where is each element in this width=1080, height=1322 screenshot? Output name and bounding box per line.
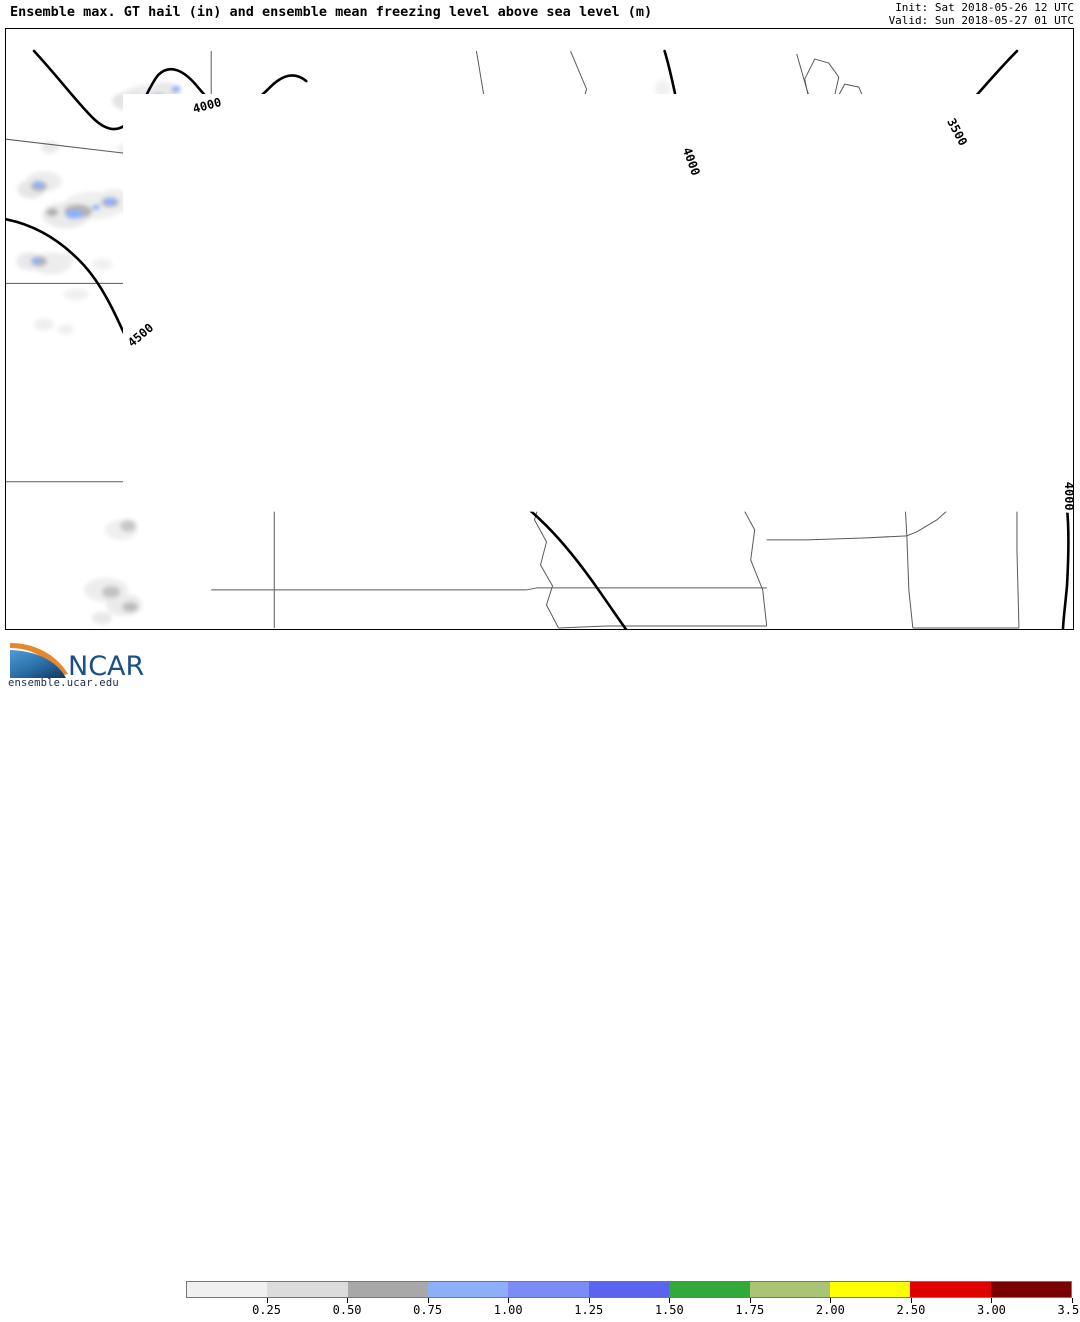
colorbar-tick-label: 0.25 <box>252 1303 281 1317</box>
map-panel[interactable]: 4000 4500 4000 3500 4000 <box>5 28 1074 630</box>
colorbar-segment <box>829 1282 911 1297</box>
colorbar-segment <box>428 1282 509 1297</box>
hail-cluster-colorado <box>84 519 143 624</box>
hail-cluster-montana-west <box>17 141 63 199</box>
logo-blue-swoosh <box>10 650 66 678</box>
footer: NCAR ensemble.ucar.edu 0.25 0.50 0.75 1.00 1… <box>0 633 1080 1317</box>
colorbar-segment <box>910 1282 991 1297</box>
logo-wordmark: NCAR <box>68 651 144 682</box>
colorbar-segment <box>749 1282 830 1297</box>
timestamp-block: Init: Sat 2018-05-26 12 UTC Valid: Sun 2… <box>888 1 1074 27</box>
init-time: Init: Sat 2018-05-26 12 UTC <box>895 1 1074 14</box>
contour-label-halo <box>1060 479 1073 513</box>
colorbar-tick-label: 1.25 <box>574 1303 604 1317</box>
colorbar-segment <box>508 1282 589 1297</box>
colorbar-segment <box>588 1282 670 1297</box>
contour-label-halo <box>678 143 705 180</box>
colorbar-tick-label: 3.00 <box>977 1303 1006 1317</box>
colorbar-tick-label: 1.00 <box>493 1303 523 1317</box>
colorbar-tick-label: 1.75 <box>735 1303 765 1317</box>
contour-label-halo <box>189 93 226 118</box>
colorbar-tick-label: 3.50 <box>1057 1303 1080 1317</box>
colorbar-tick-label: 1.50 <box>654 1303 684 1317</box>
colorbar-tick-label: 2.00 <box>815 1303 845 1317</box>
contour-label-halo <box>123 94 1073 512</box>
colorbar-tick-label: 0.50 <box>332 1303 362 1317</box>
colorbar-segment <box>267 1282 348 1297</box>
colorbar-segment <box>187 1282 268 1297</box>
label-mask-layer <box>122 93 1073 513</box>
contour-label-halo <box>122 318 159 352</box>
colorbar-tick-label: 2.50 <box>896 1303 926 1317</box>
colorbar-segment <box>990 1282 1071 1297</box>
page-title: Ensemble max. GT hail (in) and ensemble … <box>10 4 653 20</box>
valid-time: Valid: Sun 2018-05-27 01 UTC <box>888 13 1074 27</box>
hail-cluster-montana-south <box>16 252 76 275</box>
colorbar[interactable] <box>186 1281 1072 1298</box>
ncar-logo[interactable]: NCAR <box>6 638 166 692</box>
contour-label-4000-east: 4000 <box>1062 482 1073 511</box>
colorbar-segment <box>669 1282 750 1297</box>
colorbar-tick-label: 0.75 <box>413 1303 443 1317</box>
ncar-url[interactable]: ensemble.ucar.edu <box>8 677 119 689</box>
contour-label-halo <box>942 113 972 151</box>
colorbar-segment <box>347 1282 429 1297</box>
colorbar-ticks: 0.25 0.50 0.75 1.00 1.25 1.50 1.75 2.00 2.50 3.00… <box>0 1298 1080 1322</box>
